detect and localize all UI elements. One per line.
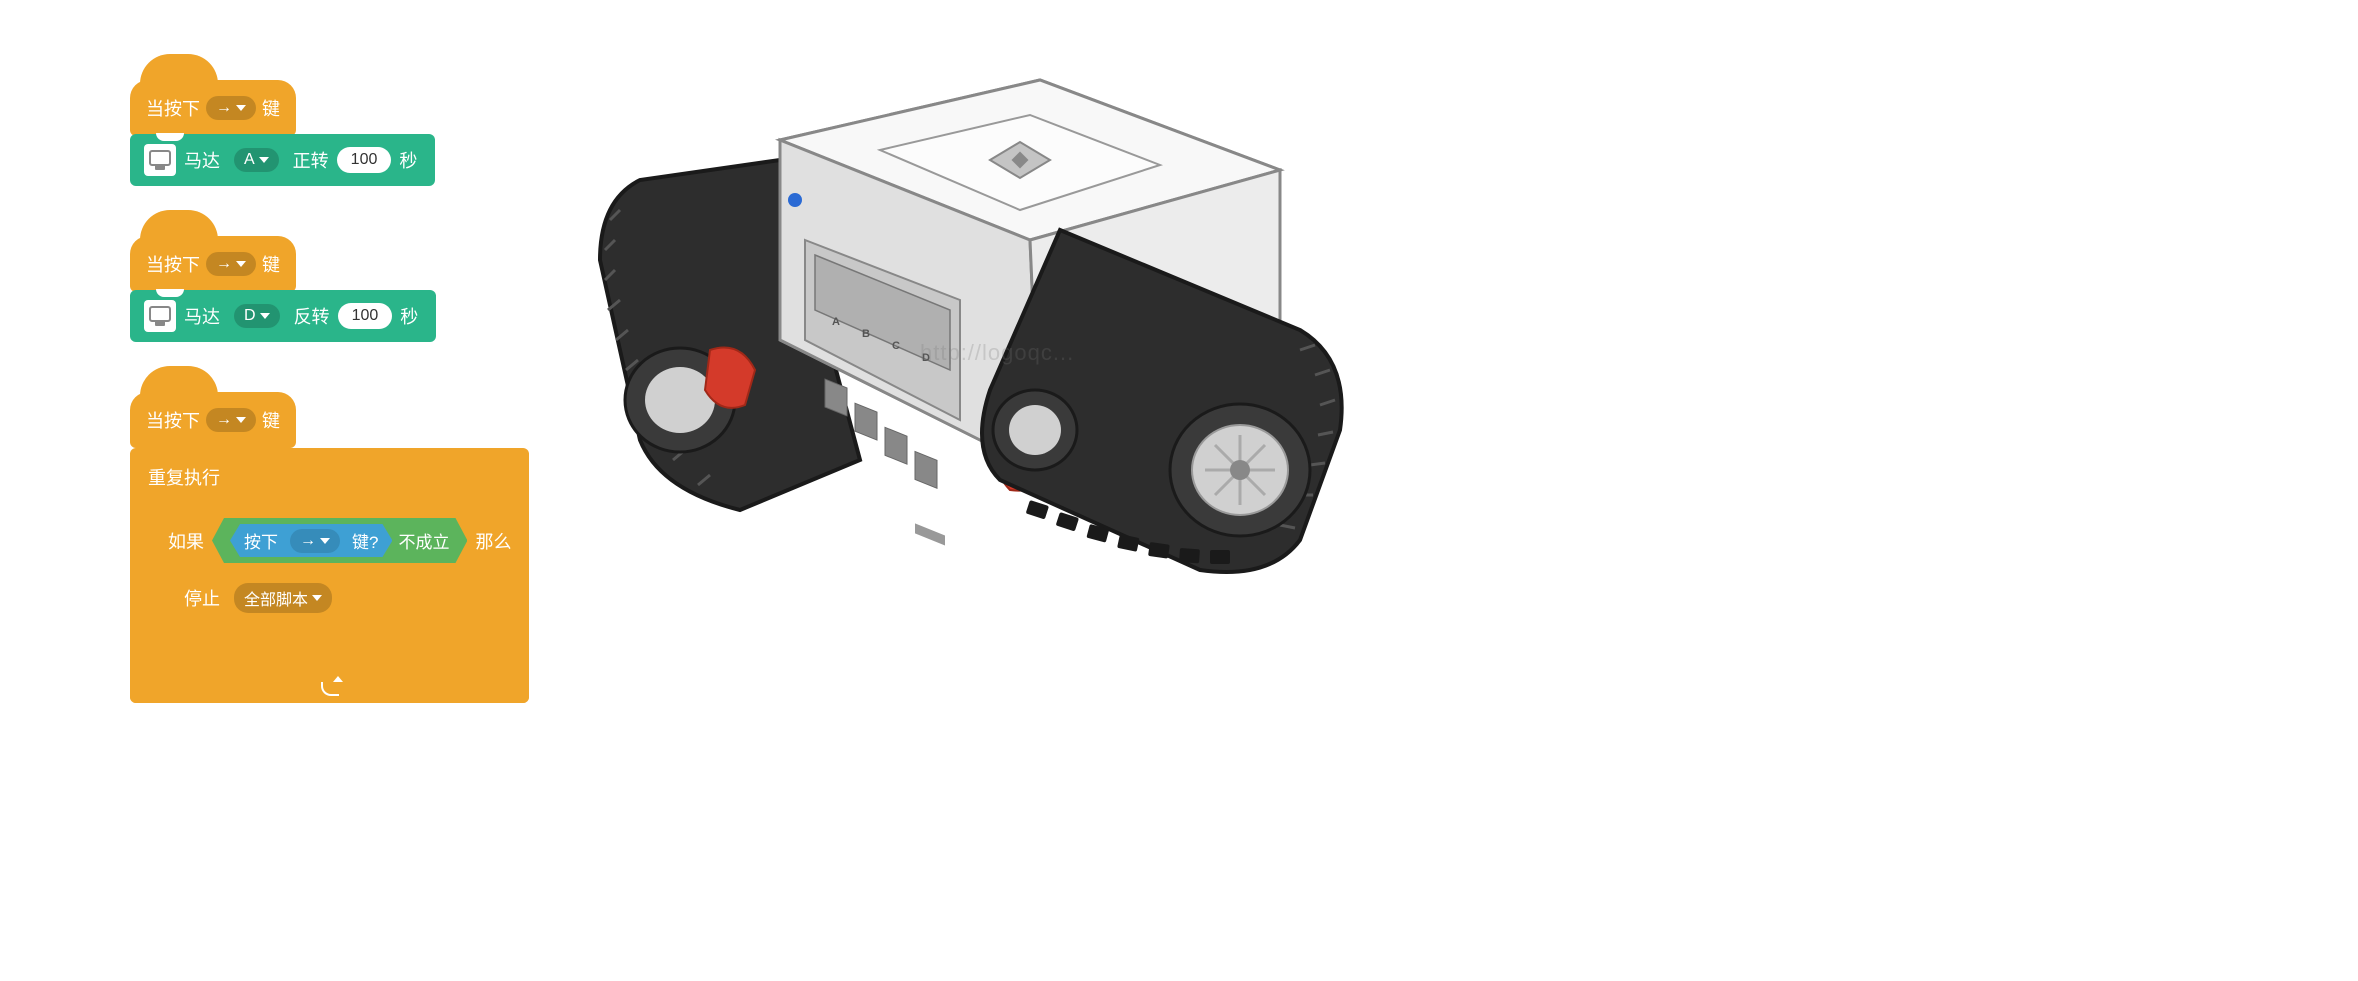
- svg-text:A: A: [832, 316, 840, 328]
- number-input[interactable]: 100: [338, 303, 393, 329]
- motor-block[interactable]: 马达 D 反转 100 秒: [130, 290, 436, 342]
- watermark-text: http://logoqc...: [920, 340, 1074, 366]
- port-dropdown[interactable]: A: [234, 148, 279, 172]
- chevron-down-icon: [320, 538, 330, 544]
- key-dropdown[interactable]: [290, 529, 340, 553]
- port-dropdown[interactable]: D: [234, 304, 280, 328]
- unit-label: 秒: [399, 147, 417, 173]
- chevron-down-icon: [236, 261, 246, 267]
- direction-label: 正转: [293, 147, 329, 173]
- loop-arrow-icon: [321, 682, 339, 696]
- event-hat-block[interactable]: 当按下 键: [130, 236, 296, 292]
- unit-label: 秒: [400, 303, 418, 329]
- if-block[interactable]: 如果 按下 键? 不成立: [150, 502, 529, 663]
- key-dropdown[interactable]: [206, 408, 256, 432]
- chevron-down-icon: [236, 105, 246, 111]
- arrow-right-icon: [216, 411, 232, 429]
- event-hat-block[interactable]: 当按下 键: [130, 80, 296, 136]
- motor-block[interactable]: 马达 A 正转 100 秒: [130, 134, 435, 186]
- hat-label-pre: 当按下: [146, 251, 200, 277]
- chevron-down-icon: [236, 417, 246, 423]
- chevron-down-icon: [312, 595, 322, 601]
- hat-label-post: 键: [262, 251, 280, 277]
- block-stack-2[interactable]: 当按下 键 马达 D 反转 100 秒: [130, 236, 530, 342]
- forever-label: 重复执行: [148, 464, 220, 490]
- svg-text:B: B: [862, 328, 870, 340]
- block-stack-1[interactable]: 当按下 键 马达 A 正转 100 秒: [130, 80, 530, 186]
- number-input[interactable]: 100: [337, 147, 392, 173]
- stop-block[interactable]: 停止 全部脚本: [170, 573, 356, 623]
- scratch-blocks-canvas[interactable]: 当按下 键 马达 A 正转 100 秒 当按下: [130, 50, 530, 753]
- block-stack-3[interactable]: 当按下 键 重复执行 如果: [130, 392, 530, 703]
- then-label: 那么: [475, 528, 511, 554]
- stop-label: 停止: [184, 585, 220, 611]
- motor-label: 马达: [184, 147, 220, 173]
- hat-label-post: 键: [262, 407, 280, 433]
- right-track: [982, 230, 1342, 572]
- key-dropdown[interactable]: [206, 96, 256, 120]
- hat-label-pre: 当按下: [146, 95, 200, 121]
- direction-label: 反转: [294, 303, 330, 329]
- ev3-brick-icon: [144, 144, 176, 176]
- hat-label-pre: 当按下: [146, 407, 200, 433]
- key-pressed-condition[interactable]: 按下 键?: [230, 524, 392, 557]
- hat-label-post: 键: [262, 95, 280, 121]
- arrow-right-icon: [216, 99, 232, 117]
- chevron-down-icon: [259, 157, 269, 163]
- arrow-right-icon: [300, 532, 316, 550]
- ev3-brick-icon: [144, 300, 176, 332]
- not-condition[interactable]: 按下 键? 不成立: [212, 518, 467, 563]
- key-dropdown[interactable]: [206, 252, 256, 276]
- forever-block[interactable]: 重复执行 如果 按下: [130, 448, 529, 703]
- svg-text:C: C: [892, 340, 900, 352]
- if-label: 如果: [168, 528, 204, 554]
- event-hat-block[interactable]: 当按下 键: [130, 392, 296, 448]
- arrow-right-icon: [216, 255, 232, 273]
- chevron-down-icon: [260, 313, 270, 319]
- stop-target-dropdown[interactable]: 全部脚本: [234, 583, 332, 613]
- motor-label: 马达: [184, 303, 220, 329]
